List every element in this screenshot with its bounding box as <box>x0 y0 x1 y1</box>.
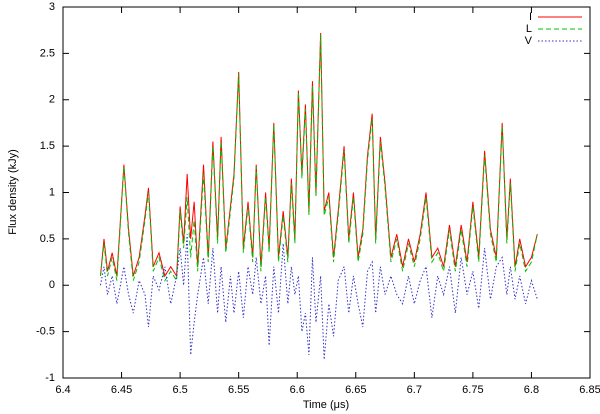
y-tick-label: 0.5 <box>40 233 55 245</box>
y-tick-label: -0.5 <box>36 326 55 338</box>
x-tick-label: 6.65 <box>345 384 366 396</box>
x-tick-label: 6.8 <box>524 384 539 396</box>
series-line <box>99 32 538 278</box>
y-tick-label: 2.5 <box>40 47 55 59</box>
legend-label: I <box>529 11 532 23</box>
x-tick-label: 6.45 <box>111 384 132 396</box>
y-tick-label: 1 <box>49 186 55 198</box>
x-tick-label: 6.55 <box>228 384 249 396</box>
x-tick-label: 6.7 <box>407 384 422 396</box>
legend-label: L <box>526 23 532 35</box>
x-tick-label: 6.75 <box>462 384 483 396</box>
series-line <box>99 234 538 360</box>
x-axis-label: Time (μs) <box>303 399 349 411</box>
x-tick-label: 6.85 <box>579 384 600 396</box>
legend-label: V <box>525 35 533 47</box>
y-tick-label: 1.5 <box>40 140 55 152</box>
x-tick-label: 6.6 <box>290 384 305 396</box>
series-line <box>99 34 538 283</box>
x-tick-label: 6.5 <box>172 384 187 396</box>
y-tick-label: 2 <box>49 94 55 106</box>
y-tick-label: 0 <box>49 279 55 291</box>
x-tick-label: 6.4 <box>55 384 70 396</box>
y-tick-label: 3 <box>49 1 55 13</box>
y-axis-label: Flux density (kJy) <box>7 149 19 235</box>
y-tick-label: -1 <box>45 372 55 384</box>
